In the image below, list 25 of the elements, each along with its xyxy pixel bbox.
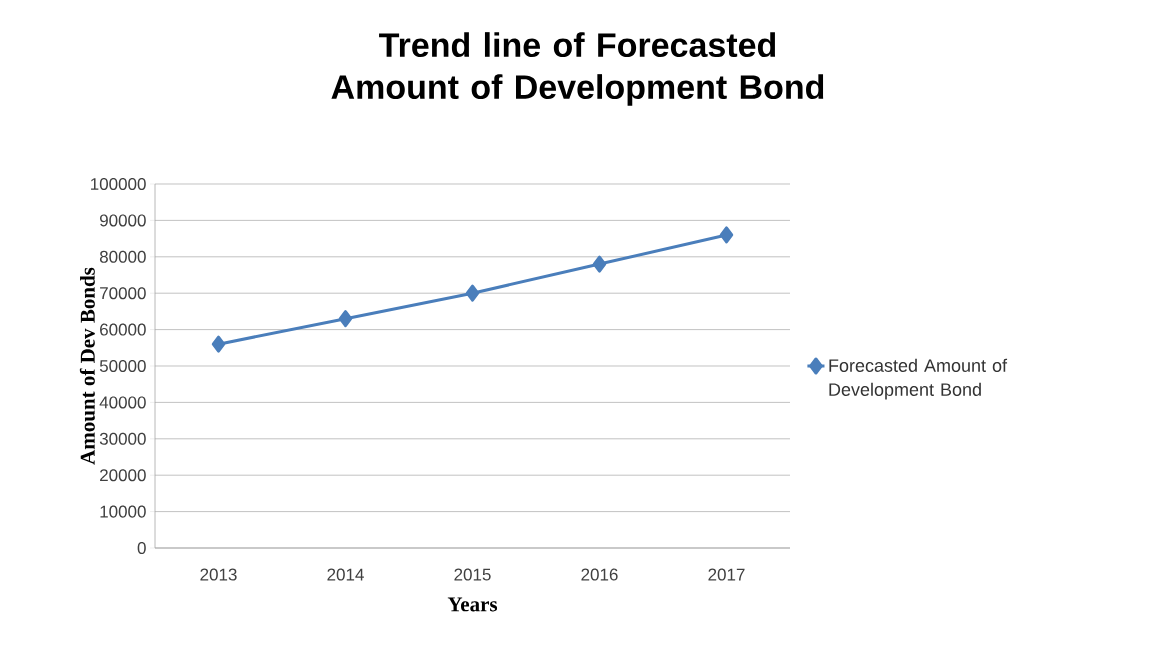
chart-title: Trend line of Forecasted Amount of Development Bond (331, 32, 824, 106)
y-tick-label: 60000 (100, 323, 146, 336)
point (719, 226, 734, 244)
point (338, 310, 353, 328)
x-axis-title: Years (447, 597, 498, 612)
y-tick-label: 10000 (100, 505, 146, 518)
x-tick-label: 2014 (327, 568, 364, 581)
x-tick-label: 2017 (708, 568, 745, 581)
y-tick-label: 30000 (99, 432, 146, 445)
point (465, 284, 480, 302)
x-tick-label: 2015 (454, 568, 491, 581)
y-tick-label: 90000 (100, 214, 146, 227)
point (592, 255, 607, 273)
point (211, 335, 226, 353)
y-tick-label: 20000 (100, 469, 146, 482)
legend-label: Forecasted Amount of Development Bond (829, 358, 1008, 400)
y-tick-label: 80000 (99, 250, 146, 263)
y-tick-label: 0 (137, 541, 146, 555)
y-tick-label: 70000 (100, 287, 146, 300)
y-tick-label: 40000 (99, 396, 146, 409)
y-axis-title: Amount of Dev Bonds (79, 267, 95, 465)
x-tick-label: 2016 (581, 568, 618, 581)
x-tick-label: 2013 (200, 568, 237, 581)
y-tick-label: 100000 (91, 177, 146, 191)
y-tick-label: 50000 (99, 359, 146, 373)
